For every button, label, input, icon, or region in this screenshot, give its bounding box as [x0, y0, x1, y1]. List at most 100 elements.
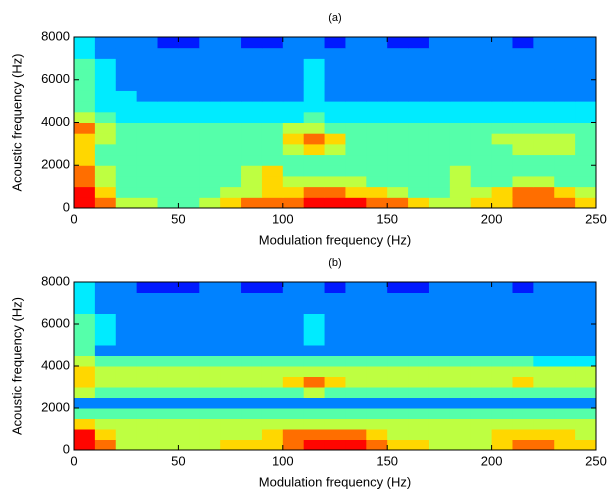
heatmap-cell: [554, 345, 576, 356]
heatmap-cell: [282, 408, 305, 419]
chart-title: (a): [328, 12, 341, 24]
heatmap-cell: [491, 387, 513, 398]
heatmap-cell: [449, 165, 472, 177]
heatmap-cell: [74, 154, 96, 166]
heatmap-cell: [94, 387, 117, 398]
heatmap-cell: [491, 111, 513, 123]
heatmap-cell: [303, 387, 326, 398]
heatmap-cell: [303, 334, 326, 346]
heatmap-cell: [261, 366, 284, 377]
heatmap-cell: [178, 58, 200, 70]
heatmap-cell: [324, 37, 346, 49]
heatmap-cell: [491, 334, 513, 346]
heatmap-cell: [261, 324, 284, 335]
heatmap-cell: [366, 345, 388, 356]
heatmap-cell: [470, 133, 493, 145]
heatmap-cell: [387, 143, 409, 156]
heatmap-cell: [449, 69, 472, 81]
heatmap-cell: [449, 37, 472, 49]
heatmap-cell: [470, 387, 493, 398]
heatmap-cell: [220, 143, 242, 156]
heatmap-cell: [408, 282, 430, 293]
heatmap-cell: [261, 197, 284, 209]
heatmap-cell: [575, 408, 597, 419]
heatmap-cell: [470, 186, 493, 198]
heatmap-cell: [512, 79, 534, 91]
heatmap-cell: [157, 165, 179, 177]
heatmap-cell: [428, 154, 451, 166]
heatmap-cell: [491, 429, 513, 440]
y-tick-label: 0: [63, 441, 70, 456]
heatmap-cell: [74, 439, 96, 451]
heatmap-cell: [178, 69, 200, 81]
heatmap-cell: [533, 418, 555, 430]
heatmap-cell: [366, 143, 388, 156]
heatmap-cell: [136, 47, 159, 59]
heatmap-cell: [554, 143, 576, 156]
heatmap-cell: [575, 439, 597, 451]
heatmap-cell: [178, 345, 200, 356]
heatmap-cell: [470, 101, 493, 113]
heatmap-cell: [94, 154, 117, 166]
heatmap-cell: [554, 366, 576, 377]
heatmap-cell: [74, 79, 96, 91]
heatmap-cell: [533, 79, 555, 91]
heatmap-cell: [241, 37, 263, 49]
heatmap-cell: [261, 408, 284, 419]
heatmap-cell: [408, 79, 430, 91]
heatmap-cell: [449, 303, 472, 314]
heatmap-cell: [470, 175, 493, 188]
heatmap-cell: [241, 355, 263, 367]
heatmap-cell: [282, 397, 305, 409]
heatmap-cell: [575, 154, 597, 166]
heatmap-cell: [533, 165, 555, 177]
heatmap-cell: [512, 408, 534, 419]
heatmap-cell: [491, 439, 513, 451]
heatmap-cell: [261, 429, 284, 440]
heatmap-cell: [428, 397, 451, 409]
heatmap-cell: [74, 186, 96, 198]
heatmap-cell: [74, 303, 96, 314]
heatmap-cell: [345, 154, 367, 166]
heatmap-cell: [491, 90, 513, 102]
heatmap-cell: [324, 143, 346, 156]
heatmap-cell: [533, 175, 555, 188]
heatmap-cell: [220, 69, 242, 81]
x-tick-label: 200: [481, 211, 503, 226]
heatmap-cell: [261, 313, 284, 325]
heatmap-cell: [199, 376, 221, 388]
heatmap-cell: [533, 313, 555, 325]
heatmap-cell: [470, 58, 493, 70]
heatmap-cell: [115, 111, 138, 123]
heatmap-cell: [282, 69, 305, 81]
heatmap-cell: [470, 90, 493, 102]
heatmap-cell: [575, 143, 597, 156]
heatmap-cell: [554, 282, 576, 293]
heatmap-cell: [157, 387, 179, 398]
heatmap-cell: [345, 197, 367, 209]
heatmap-cell: [470, 122, 493, 134]
heatmap-cell: [199, 37, 221, 49]
heatmap-cell: [449, 408, 472, 419]
heatmap-cell: [199, 429, 221, 440]
heatmap-cell: [282, 111, 305, 123]
heatmap-cell: [533, 69, 555, 81]
heatmap-cell: [428, 143, 451, 156]
heatmap-cell: [199, 366, 221, 377]
heatmap-cell: [512, 282, 534, 293]
heatmap-cell: [554, 313, 576, 325]
heatmap-cell: [449, 143, 472, 156]
heatmap-cell: [324, 408, 346, 419]
x-axis-label: Modulation frequency (Hz): [259, 474, 411, 489]
heatmap-cell: [178, 165, 200, 177]
heatmap-cell: [449, 355, 472, 367]
heatmap-cell: [74, 387, 96, 398]
heatmap-cell: [366, 197, 388, 209]
heatmap-cell: [178, 175, 200, 188]
heatmap-cell: [178, 313, 200, 325]
heatmap-cell: [199, 408, 221, 419]
heatmap-cell: [428, 69, 451, 81]
heatmap-cell: [303, 79, 326, 91]
heatmap-cell: [387, 334, 409, 346]
heatmap-cell: [428, 303, 451, 314]
